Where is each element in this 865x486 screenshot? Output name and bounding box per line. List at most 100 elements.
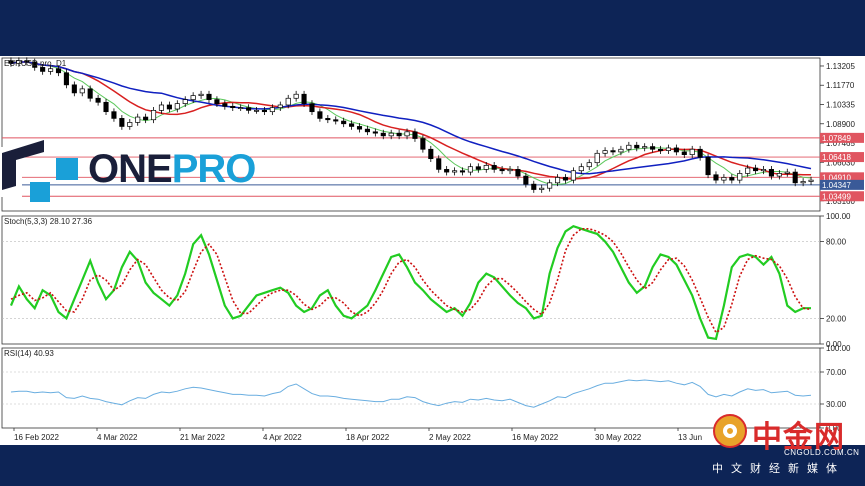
candle-body bbox=[507, 169, 513, 172]
candle-body bbox=[285, 97, 291, 106]
price-tick-label: 1.10335 bbox=[826, 101, 855, 110]
candle-body bbox=[689, 148, 695, 155]
onepro-logo bbox=[0, 130, 260, 210]
rsi-panel bbox=[1, 347, 821, 429]
candle-body bbox=[475, 166, 481, 170]
candle-body bbox=[792, 171, 798, 184]
candle-body bbox=[721, 177, 727, 181]
candle-body bbox=[261, 109, 268, 113]
candle-body bbox=[143, 116, 149, 121]
candle-body bbox=[103, 101, 109, 113]
candle-body bbox=[372, 131, 378, 134]
stoch-tick-label: 20.00 bbox=[826, 314, 847, 323]
candle-body bbox=[499, 169, 505, 172]
candle-body bbox=[768, 169, 774, 177]
candle-body bbox=[586, 162, 592, 168]
level-tag bbox=[820, 152, 864, 163]
level-tag-label: 1.03499 bbox=[822, 192, 851, 201]
candle-body bbox=[578, 166, 584, 172]
candle-body bbox=[206, 93, 212, 100]
candle-body bbox=[190, 95, 196, 100]
cngold-url: CNGOLD.COM.CN bbox=[784, 448, 860, 457]
candle-body bbox=[650, 146, 656, 150]
price-chart: 1.13205 1.11770 1.10335 1.08900 1.07465 1.060… bbox=[1, 57, 864, 442]
candle-body bbox=[444, 169, 450, 173]
candle-body bbox=[681, 151, 687, 155]
candle-body bbox=[349, 123, 355, 127]
candle-body bbox=[618, 148, 624, 153]
cngold-tagline: 中文财经新媒体 bbox=[712, 462, 845, 475]
candle-body bbox=[317, 111, 323, 119]
candle-body bbox=[198, 93, 204, 96]
candle-body bbox=[467, 166, 473, 173]
candle-body bbox=[79, 88, 85, 94]
candle-body bbox=[48, 68, 54, 72]
candle-body bbox=[531, 183, 537, 190]
candle-body bbox=[166, 104, 172, 110]
candle-body bbox=[420, 138, 426, 150]
x-tick-label: 16 Feb 2022 bbox=[14, 433, 59, 442]
level-tag bbox=[820, 191, 864, 202]
candle-body bbox=[626, 144, 632, 150]
candle-body bbox=[301, 93, 307, 104]
candle-body bbox=[705, 156, 711, 176]
candle-body bbox=[713, 174, 719, 181]
candle-body bbox=[269, 107, 275, 113]
candle-body bbox=[388, 132, 394, 137]
candle-body bbox=[135, 116, 141, 123]
cngold-logo-icon bbox=[713, 414, 747, 448]
candle-body bbox=[784, 171, 790, 174]
candle-body bbox=[119, 118, 125, 127]
footer-bar bbox=[0, 445, 865, 486]
level-tag-label: 1.07849 bbox=[822, 134, 851, 143]
candle-body bbox=[745, 167, 751, 174]
candle-body bbox=[452, 170, 458, 173]
candle-body bbox=[657, 148, 664, 151]
candle-body bbox=[412, 131, 418, 139]
price-tick-label: 1.06030 bbox=[826, 158, 855, 167]
price-tick-label: 1.03160 bbox=[826, 197, 855, 206]
candle-body bbox=[776, 173, 782, 177]
candle-body bbox=[95, 97, 101, 103]
candle-body bbox=[356, 126, 363, 130]
candle-body bbox=[174, 103, 180, 110]
candle-body bbox=[428, 148, 434, 160]
stoch-panel bbox=[1, 215, 821, 345]
candle-body bbox=[24, 60, 30, 63]
x-tick-label: 30 May 2022 bbox=[595, 433, 642, 442]
x-tick-label: 21 Mar 2022 bbox=[180, 433, 225, 442]
candle-body bbox=[800, 181, 806, 184]
candle-body bbox=[158, 104, 165, 111]
level-tag bbox=[820, 172, 864, 183]
rsi-line bbox=[10, 379, 812, 408]
candle-body bbox=[760, 169, 767, 172]
stoch-d-line bbox=[10, 228, 812, 334]
level-tag-label: 1.06418 bbox=[822, 153, 851, 162]
candle-body bbox=[404, 131, 410, 137]
candle-body bbox=[364, 128, 370, 133]
candle-body bbox=[697, 148, 703, 158]
candle-body bbox=[459, 170, 466, 173]
candle-body bbox=[333, 119, 339, 122]
level-tag-label: 1.04347 bbox=[822, 181, 851, 190]
stoch-label: Stoch(5,3,3) 28.10 27.36 bbox=[4, 217, 93, 226]
candle-body bbox=[150, 109, 157, 121]
candle-body bbox=[554, 177, 561, 184]
x-tick-label: 13 Jun bbox=[678, 433, 702, 442]
candle-body bbox=[491, 165, 497, 170]
candle-body bbox=[539, 187, 545, 190]
candle-body bbox=[729, 177, 735, 181]
candle-body bbox=[396, 132, 402, 137]
x-tick-label: 2 May 2022 bbox=[429, 433, 471, 442]
candle-body bbox=[246, 107, 252, 111]
candle-body bbox=[182, 99, 188, 104]
candle-body bbox=[87, 88, 93, 99]
rsi-tick-label: 30.00 bbox=[826, 400, 847, 409]
candle-body bbox=[594, 152, 600, 164]
candle-body bbox=[642, 146, 648, 149]
candle-body bbox=[436, 158, 442, 170]
logo-pro: PRO bbox=[171, 147, 257, 191]
candle-body bbox=[8, 60, 14, 64]
level-tag-label: 1.04910 bbox=[822, 173, 851, 182]
stoch-k-line bbox=[9, 224, 811, 341]
